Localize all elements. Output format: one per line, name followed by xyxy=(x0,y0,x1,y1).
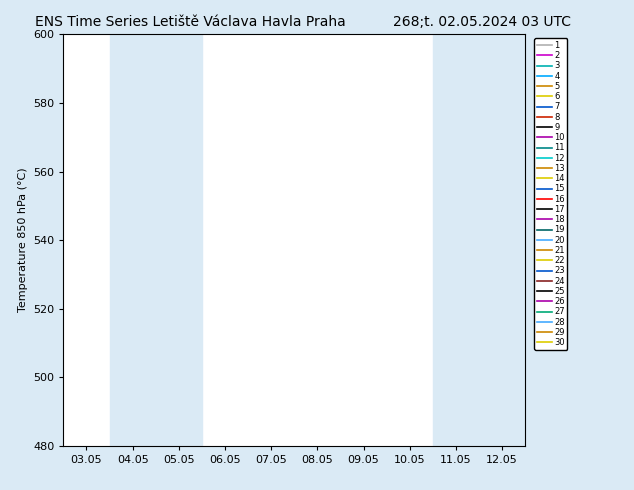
Text: 268;t. 02.05.2024 03 UTC: 268;t. 02.05.2024 03 UTC xyxy=(393,15,571,29)
Bar xyxy=(110,34,202,446)
Legend: 1, 2, 3, 4, 5, 6, 7, 8, 9, 10, 11, 12, 13, 14, 15, 16, 17, 18, 19, 20, 21, 22, 2: 1, 2, 3, 4, 5, 6, 7, 8, 9, 10, 11, 12, 1… xyxy=(534,39,567,350)
Text: ENS Time Series Letiště Václava Havla Praha: ENS Time Series Letiště Václava Havla Pr… xyxy=(35,15,346,29)
Bar xyxy=(433,34,525,446)
Y-axis label: Temperature 850 hPa (°C): Temperature 850 hPa (°C) xyxy=(18,168,27,313)
